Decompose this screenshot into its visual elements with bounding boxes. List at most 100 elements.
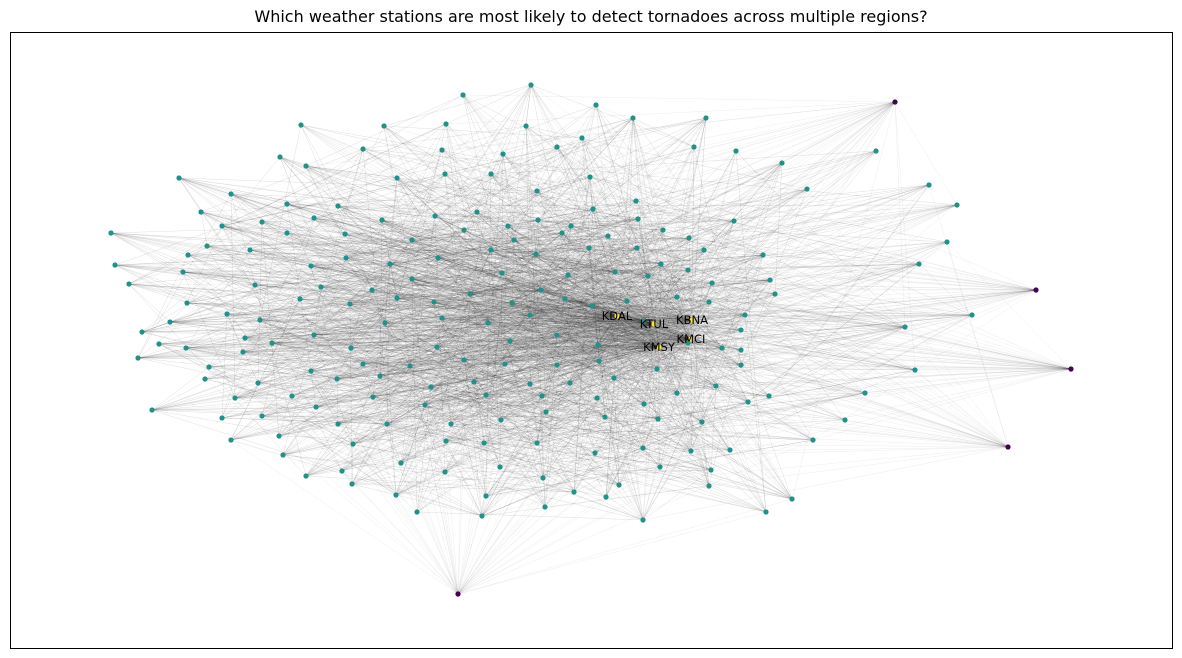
station-node (471, 379, 477, 385)
station-node (442, 469, 448, 475)
station-node (655, 416, 661, 422)
station-node (527, 381, 533, 387)
station-node (379, 217, 385, 223)
outlier-station-node (892, 99, 898, 105)
station-node (414, 509, 420, 515)
outlier-station-node (455, 591, 461, 597)
station-node (219, 415, 225, 421)
station-node (431, 299, 437, 305)
station-node (139, 329, 145, 335)
station-node (167, 319, 173, 325)
station-node (497, 464, 503, 470)
station-node (298, 122, 304, 128)
hub-label-kbna: KBNA (676, 313, 708, 327)
station-node (488, 171, 494, 177)
station-node (184, 300, 190, 306)
station-node (538, 287, 544, 293)
station-node (257, 317, 263, 323)
outlier-station-node (1033, 287, 1039, 293)
hub-station-node-kmci (688, 336, 694, 342)
station-node (198, 209, 204, 215)
station-node (540, 475, 546, 481)
hub-label-ktul: KTUL (640, 317, 669, 331)
station-node (810, 437, 816, 443)
station-node (654, 366, 660, 372)
station-node (350, 441, 356, 447)
hub-label-kmci: KMCI (677, 332, 706, 346)
station-node (228, 191, 234, 197)
station-node (595, 342, 601, 348)
station-node (108, 230, 114, 236)
hub-station-node-ktul (651, 321, 657, 327)
station-node (183, 345, 189, 351)
station-node (442, 171, 448, 177)
station-node (289, 393, 295, 399)
hub-station-node-kmsy (656, 344, 662, 350)
station-node (738, 327, 744, 333)
station-node (641, 401, 647, 407)
station-node (592, 450, 598, 456)
station-node (360, 146, 366, 152)
hub-station-node-kdal (614, 313, 620, 319)
station-node (534, 188, 540, 194)
station-node (422, 402, 428, 408)
station-node (738, 347, 744, 353)
station-node (276, 433, 282, 439)
station-node (255, 380, 261, 386)
station-node (284, 201, 290, 207)
station-node (206, 364, 212, 370)
station-node (709, 280, 715, 286)
station-node (611, 375, 617, 381)
station-node (593, 102, 599, 108)
station-node (612, 269, 618, 275)
station-node (686, 235, 692, 241)
station-node (498, 417, 504, 423)
outlier-station-node (1005, 444, 1011, 450)
station-node (439, 147, 445, 153)
station-node (635, 216, 641, 222)
station-node (685, 340, 691, 346)
station-node (370, 394, 376, 400)
station-node (554, 362, 560, 368)
station-node (533, 251, 539, 257)
station-node (509, 300, 515, 306)
station-node (247, 247, 253, 253)
station-node (594, 395, 600, 401)
station-node (342, 231, 348, 237)
station-node (688, 448, 694, 454)
station-node (589, 303, 595, 309)
station-node (461, 357, 467, 363)
station-node (534, 440, 540, 446)
station-node (624, 298, 630, 304)
node-layer (108, 82, 1074, 597)
station-node (969, 312, 975, 318)
station-node (407, 363, 413, 369)
station-node (528, 82, 534, 88)
station-node (224, 311, 230, 317)
station-node (242, 335, 248, 341)
station-node (479, 513, 485, 519)
station-node (219, 223, 225, 229)
station-node (507, 338, 513, 344)
station-node (640, 517, 646, 523)
station-node (149, 407, 155, 413)
station-node (303, 473, 309, 479)
station-node (112, 262, 118, 268)
station-node (571, 489, 577, 495)
station-node (393, 492, 399, 498)
station-node (443, 438, 449, 444)
figure-title: Which weather stations are most likely t… (254, 7, 928, 26)
edges-regular (110, 84, 973, 521)
station-node (448, 421, 454, 427)
station-node (460, 92, 466, 98)
station-node (535, 217, 541, 223)
station-node (616, 482, 622, 488)
station-node (474, 209, 480, 215)
station-node (335, 421, 341, 427)
station-node (409, 237, 415, 243)
station-node (554, 144, 560, 150)
station-node (483, 493, 489, 499)
station-node (499, 270, 505, 276)
